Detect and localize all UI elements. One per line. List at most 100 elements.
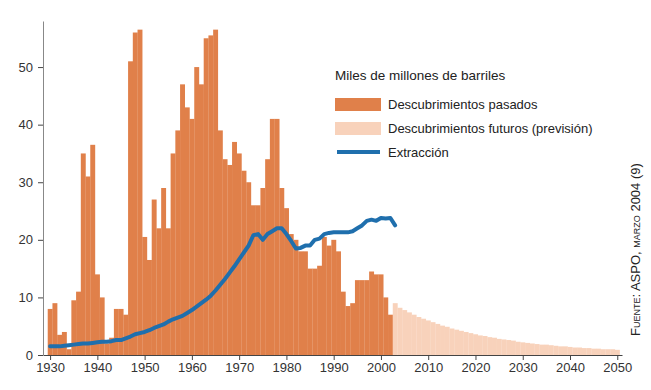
bar bbox=[166, 228, 171, 355]
legend-swatch bbox=[335, 98, 381, 111]
bar bbox=[360, 280, 365, 355]
bar bbox=[331, 240, 336, 355]
bar bbox=[190, 119, 195, 355]
x-tick: 1970 bbox=[225, 355, 254, 375]
bar bbox=[62, 332, 67, 355]
x-tick-label: 2010 bbox=[414, 360, 443, 375]
y-axis: 01020304050 bbox=[19, 22, 44, 363]
y-tick: 20 bbox=[19, 232, 43, 247]
legend-label: Descubrimientos pasados bbox=[388, 97, 538, 112]
x-tick: 2020 bbox=[462, 355, 491, 375]
bar bbox=[100, 297, 105, 355]
bar bbox=[256, 205, 261, 355]
x-tick-label: 1960 bbox=[178, 360, 207, 375]
bar bbox=[289, 234, 294, 355]
y-tick-mark bbox=[38, 67, 43, 68]
bar bbox=[388, 315, 393, 355]
bar bbox=[294, 240, 299, 355]
x-axis-line bbox=[44, 355, 623, 356]
bar bbox=[492, 338, 497, 355]
x-tick: 1990 bbox=[320, 355, 349, 375]
bar bbox=[431, 322, 436, 355]
bar bbox=[185, 107, 190, 355]
bar bbox=[227, 165, 232, 355]
bar bbox=[142, 237, 147, 355]
bar bbox=[525, 343, 530, 355]
bar bbox=[520, 342, 525, 355]
bar bbox=[379, 274, 384, 355]
bar bbox=[478, 335, 483, 355]
bar bbox=[568, 347, 573, 355]
bar bbox=[119, 309, 124, 355]
x-tick-label: 2000 bbox=[367, 360, 396, 375]
bar bbox=[511, 341, 516, 355]
bar bbox=[298, 251, 303, 355]
bar bbox=[161, 188, 166, 355]
x-tick-label: 1980 bbox=[272, 360, 301, 375]
bar bbox=[483, 336, 488, 355]
bar bbox=[327, 246, 332, 355]
bar bbox=[459, 331, 464, 355]
bar bbox=[402, 310, 407, 355]
bar bbox=[501, 339, 506, 355]
bar bbox=[587, 348, 592, 355]
bar bbox=[572, 348, 577, 355]
bar bbox=[171, 153, 176, 355]
x-tick-label: 2030 bbox=[509, 360, 538, 375]
bar-series bbox=[393, 303, 620, 355]
bar bbox=[473, 334, 478, 355]
chart: 1930194019501960197019801990200020102020… bbox=[0, 0, 651, 390]
legend-label: Extracción bbox=[388, 145, 449, 160]
y-tick-mark bbox=[38, 125, 43, 126]
bar bbox=[577, 348, 582, 355]
bar bbox=[308, 269, 313, 355]
bar bbox=[530, 343, 535, 355]
bar bbox=[601, 349, 606, 355]
bar bbox=[449, 329, 454, 355]
bar bbox=[204, 38, 209, 355]
bar bbox=[407, 312, 412, 355]
x-tick: 1980 bbox=[272, 355, 301, 375]
x-tick-label: 2040 bbox=[556, 360, 585, 375]
legend-label: Descubrimientos futuros (previsión) bbox=[388, 121, 592, 136]
bar bbox=[341, 292, 346, 355]
y-tick: 30 bbox=[19, 175, 43, 190]
bar bbox=[90, 145, 95, 355]
bar bbox=[350, 303, 355, 355]
bar bbox=[605, 349, 610, 355]
x-tick-label: 1930 bbox=[36, 360, 65, 375]
bar bbox=[369, 272, 374, 356]
bar bbox=[445, 327, 450, 355]
y-tick-label: 30 bbox=[19, 175, 33, 190]
bar bbox=[497, 339, 502, 355]
y-tick-label: 0 bbox=[26, 348, 33, 363]
bar bbox=[421, 319, 426, 355]
bar bbox=[156, 228, 161, 355]
bar bbox=[275, 119, 280, 355]
bar bbox=[232, 142, 237, 355]
line bbox=[50, 218, 395, 346]
bar bbox=[468, 333, 473, 355]
y-tick-mark bbox=[38, 355, 43, 356]
y-tick-mark bbox=[38, 182, 43, 183]
x-tick: 2010 bbox=[414, 355, 443, 375]
y-tick-label: 10 bbox=[19, 290, 33, 305]
x-tick: 1930 bbox=[36, 355, 65, 375]
bar bbox=[516, 342, 521, 355]
x-tick: 1940 bbox=[83, 355, 112, 375]
bar bbox=[397, 308, 402, 355]
x-tick: 1960 bbox=[178, 355, 207, 375]
x-tick: 2050 bbox=[603, 355, 632, 375]
bar bbox=[615, 350, 620, 355]
y-tick: 0 bbox=[26, 348, 43, 363]
bar bbox=[374, 274, 379, 355]
bar bbox=[147, 260, 152, 355]
x-axis: 1930194019501960197019801990200020102020… bbox=[36, 355, 632, 375]
bar bbox=[464, 332, 469, 355]
x-tick-label: 1990 bbox=[320, 360, 349, 375]
bar bbox=[265, 159, 270, 355]
y-axis-line bbox=[43, 22, 44, 356]
bar bbox=[440, 326, 445, 355]
bar bbox=[322, 237, 327, 355]
bar bbox=[213, 30, 218, 355]
